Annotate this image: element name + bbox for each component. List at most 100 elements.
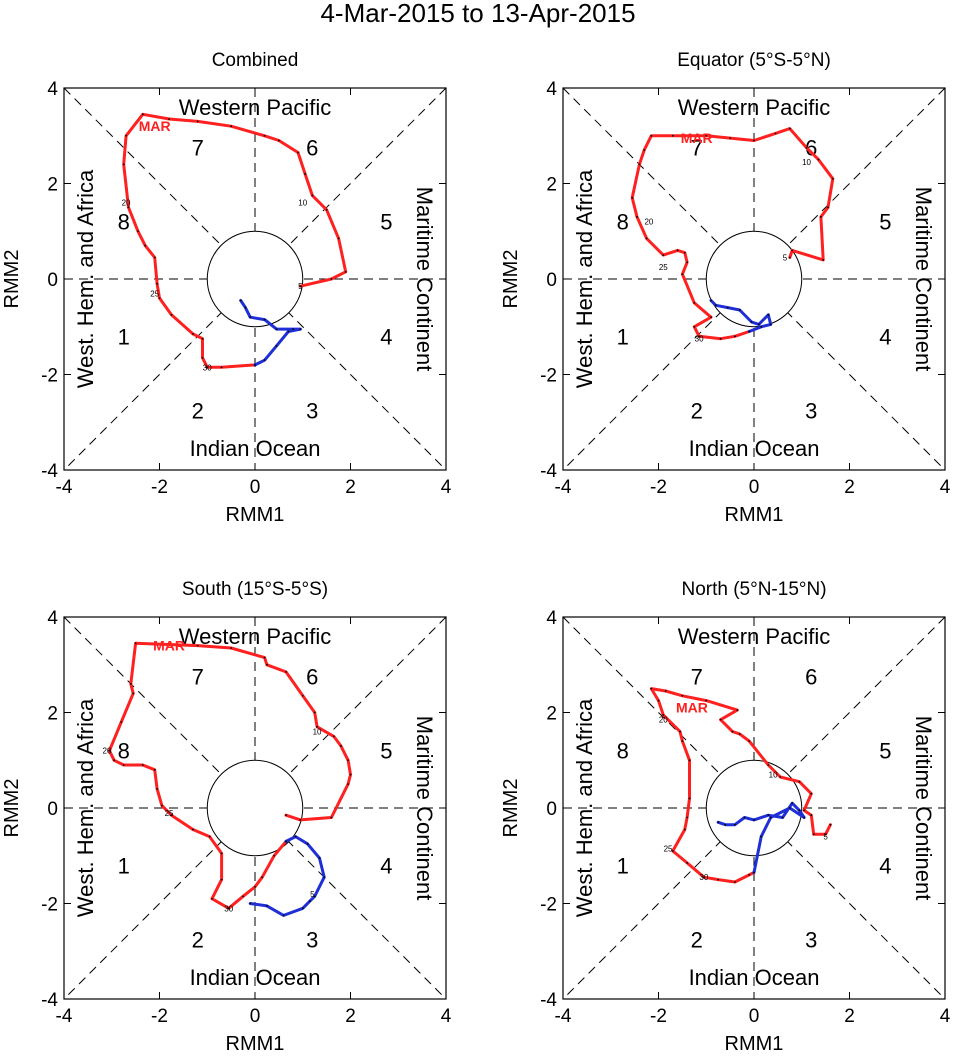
panel-combined-point-mar (158, 297, 161, 299)
panel-south-15-s-5-s-point-mar (254, 885, 256, 888)
panel-equator-5-s-5-n-region-right: Maritime Continent (911, 187, 936, 372)
panel-equator-5-s-5-n-point-mar (831, 177, 834, 180)
panel-south-15-s-5-s-point-mar (261, 876, 264, 879)
panel-south-15-s-5-s-x-tick-label: 4 (441, 1006, 452, 1027)
panel-equator-5-s-5-n-point-mar (822, 259, 825, 261)
panel-equator-5-s-5-n-point-apr (738, 309, 741, 311)
panel-combined-unit-circle (206, 230, 304, 328)
panel-north-5-n-15-n-phase-7: 7 (691, 665, 703, 690)
panel-equator-5-s-5-n-point-mar (686, 261, 689, 264)
panel-south-15-s-5-s-phase-6: 6 (306, 665, 318, 690)
panel-combined-day-label: 30 (203, 363, 212, 372)
panel-combined-region-left: West. Hem. and Africa (73, 169, 98, 388)
panel-combined-point-apr (263, 318, 266, 321)
panel-north-5-n-15-n-phase-6: 6 (805, 665, 817, 690)
panel-equator-5-s-5-n-point-mar (734, 335, 736, 338)
panel-north-5-n-15-n-point-mar (738, 733, 741, 735)
panel-combined-point-mar (277, 139, 280, 142)
panel-north-5-n-15-n-point-apr (753, 871, 755, 874)
panel-combined-point-mar (337, 237, 340, 240)
panel-combined-day-label: 10 (298, 199, 307, 208)
panel-combined-point-mar (299, 285, 302, 288)
panel-equator-5-s-5-n-point-mar (693, 301, 696, 304)
panel-north-5-n-15-n-point-mar (688, 797, 691, 800)
panel-north-5-n-15-n-point-mar (803, 809, 806, 812)
panel-equator-5-s-5-n-point-mar (788, 256, 791, 259)
panel-combined-phase-7: 7 (192, 136, 204, 161)
panel-equator-5-s-5-n-title: Equator (5°S-5°N) (677, 50, 831, 71)
panel-north-5-n-15-n-point-mar (736, 709, 739, 712)
panel-equator-5-s-5-n-x-tick-label: 0 (749, 477, 760, 498)
panel-north-5-n-15-n-x-tick-label: 0 (749, 1006, 760, 1027)
panel-combined-region-bottom: Indian Ocean (190, 436, 321, 461)
panel-equator-5-s-5-n-region-left: West. Hem. and Africa (572, 169, 597, 388)
panel-south-15-s-5-s-point-apr (318, 857, 321, 860)
panel-south-15-s-5-s-title: South (15°S-5°S) (182, 579, 328, 600)
panel-south-15-s-5-s-day-label: 5 (310, 890, 315, 899)
panel-equator-5-s-5-n-series-mar (630, 127, 835, 341)
panel-equator-5-s-5-n-point-apr (757, 323, 760, 326)
panel-equator-5-s-5-n-y-tick-label: 2 (546, 175, 557, 196)
panel-equator-5-s-5-n-day-label: 5 (783, 254, 788, 263)
panel-north-5-n-15-n-point-apr (798, 809, 801, 812)
panel-equator-5-s-5-n-point-mar (827, 206, 829, 209)
panel-equator-5-s-5-n-phase-5: 5 (879, 210, 891, 235)
panel-south-15-s-5-s-point-mar (132, 692, 135, 695)
panel-equator-5-s-5-n-point-apr (710, 299, 712, 302)
panel-north-5-n-15-n-x-tick-label: -4 (555, 1006, 572, 1027)
panel-south-15-s-5-s-point-apr (249, 902, 252, 905)
panel-equator-5-s-5-n-x-tick-label: -4 (555, 477, 572, 498)
panel-south-15-s-5-s-point-mar (347, 783, 350, 786)
panel-combined-phase-8: 8 (118, 210, 130, 235)
panel-combined-point-apr (275, 344, 278, 347)
panel-south-15-s-5-s-x-tick-label: -4 (56, 1006, 73, 1027)
panel-equator-5-s-5-n-point-mar (805, 146, 808, 149)
panel-combined-x-axis-label: RMM1 (226, 504, 285, 526)
panel-north-5-n-15-n-point-mar (812, 833, 815, 836)
panel-equator-5-s-5-n-point-mar (693, 325, 696, 328)
panel-south-15-s-5-s-point-mar (211, 897, 213, 900)
panel-north-5-n-15-n-point-apr (734, 823, 736, 826)
panel-combined-point-mar (304, 173, 307, 175)
panel-north-5-n-15-n-day-label: 30 (699, 873, 708, 882)
panel-combined-point-mar (127, 206, 130, 209)
panel-combined-y-tick-label: 0 (47, 270, 58, 291)
panel-south-15-s-5-s-point-mar (227, 907, 230, 910)
panel-equator-5-s-5-n-point-mar (681, 273, 684, 276)
panel-north-5-n-15-n-point-apr (724, 823, 727, 826)
panel-south-15-s-5-s-phase-7: 7 (192, 665, 204, 690)
panel-north-5-n-15-n-point-apr (803, 816, 806, 819)
panel-north-5-n-15-n-point-apr (788, 807, 791, 809)
panel-combined-point-apr (292, 328, 295, 331)
panel-south-15-s-5-s-region-left: West. Hem. and Africa (73, 698, 98, 917)
panel-south-15-s-5-s-day-label: 20 (103, 747, 112, 756)
panel-south-15-s-5-s-point-mar (192, 828, 194, 831)
panel-south-15-s-5-s-point-mar (120, 721, 123, 723)
panel-north-5-n-15-n-phase-2: 2 (691, 927, 703, 952)
panel-combined-y-tick-label: 2 (47, 175, 58, 196)
panel-equator-5-s-5-n-y-tick-label: -4 (540, 461, 557, 482)
panel-equator-5-s-5-n-series-apr (709, 299, 773, 333)
panel-combined-point-mar (325, 208, 328, 211)
panel-equator-5-s-5-n-unit-circle (705, 230, 803, 328)
panel-south-15-s-5-s-point-mar (299, 819, 302, 821)
panel-north-5-n-15-n-y-tick-label: 0 (546, 799, 557, 820)
panel-combined-y-tick-label: -4 (41, 461, 58, 482)
panel-combined-day-label: 20 (122, 199, 131, 208)
panel-north-5-n-15-n-y-tick-label: 2 (546, 704, 557, 725)
panel-north-5-n-15-n-title: North (5°N-15°N) (681, 579, 826, 600)
panel-equator-5-s-5-n-point-apr (760, 325, 763, 328)
panel-combined-x-tick-label: -2 (151, 477, 168, 498)
panel-combined-point-apr (249, 316, 252, 319)
panel-north-5-n-15-n-point-mar (688, 759, 691, 762)
panel-south-15-s-5-s-point-mar (347, 759, 350, 762)
panel-north-5-n-15-n-point-apr (767, 814, 770, 817)
panel-combined-phase-6: 6 (306, 136, 318, 161)
panel-combined-region-top: Western Pacific (179, 95, 331, 120)
panel-south-15-s-5-s-day-label: 25 (165, 809, 174, 818)
panel-north-5-n-15-n-series-apr (716, 801, 806, 874)
panel-equator-5-s-5-n-point-mar (650, 134, 653, 137)
panel-combined-x-tick-label: 4 (441, 477, 452, 498)
